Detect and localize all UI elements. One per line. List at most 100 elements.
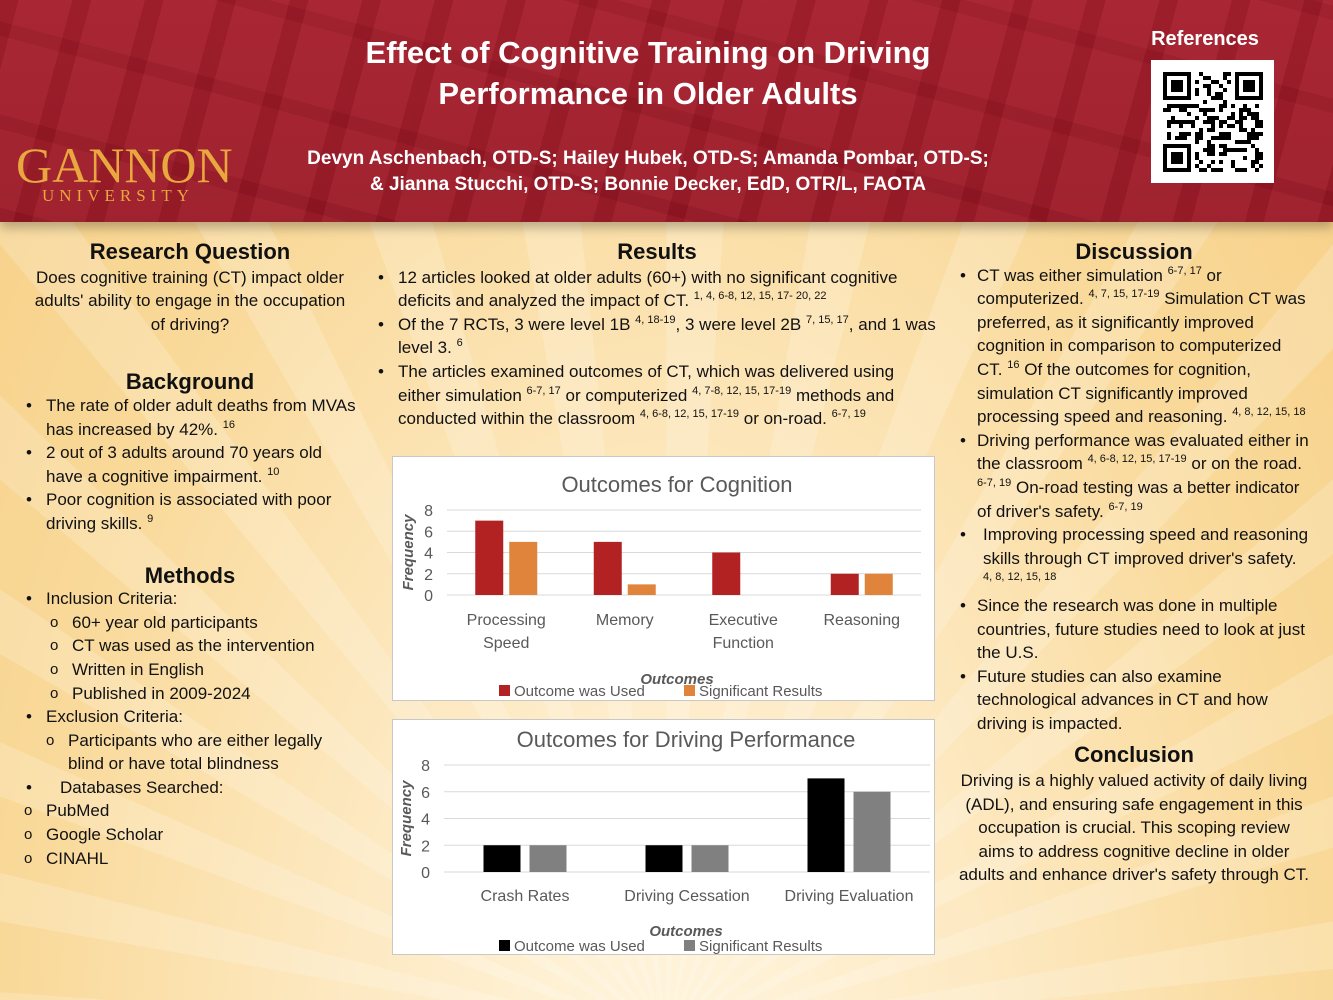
bar [593, 541, 622, 595]
results-list: 12 articles looked at older adults (60+)… [376, 266, 938, 431]
inclusion-item: Written in English [46, 658, 356, 682]
methods-list: Inclusion Criteria: 60+ year old partici… [24, 587, 356, 870]
research-question-text: Does cognitive training (CT) impact olde… [34, 267, 346, 334]
background-list: The rate of older adult deaths from MVAs… [24, 394, 356, 536]
y-tick-label: 0 [424, 588, 433, 605]
legend-swatch [684, 685, 695, 696]
databases-searched: Databases Searched: PubMed Google Schola… [24, 776, 356, 870]
x-category-label: Memory [596, 612, 654, 629]
discussion-list: CT was either simulation 6-7, 17 or comp… [958, 264, 1310, 736]
bar [509, 541, 538, 595]
y-axis-label: Frequency [400, 514, 417, 591]
bar [529, 845, 567, 872]
y-tick-label: 2 [424, 567, 433, 584]
results-item: Of the 7 RCTs, 3 were level 1B 4, 18-19,… [376, 313, 938, 360]
discussion-item: Improving processing speed and reasoning… [958, 523, 1310, 594]
inclusion-criteria: Inclusion Criteria: 60+ year old partici… [24, 587, 356, 705]
discussion-item: CT was either simulation 6-7, 17 or comp… [958, 264, 1310, 429]
legend-label: Significant Results [699, 938, 822, 954]
database-item: Google Scholar [20, 823, 356, 847]
discussion-item: Driving performance was evaluated either… [958, 429, 1310, 523]
database-item: CINAHL [20, 847, 356, 871]
legend-label: Outcome was Used [514, 683, 645, 700]
conclusion-text: Driving is a highly valued activity of d… [958, 771, 1310, 885]
y-tick-label: 6 [424, 524, 433, 541]
background-item: Poor cognition is associated with poor d… [24, 488, 356, 535]
bar [691, 845, 729, 872]
author-list: Devyn Aschenbach, OTD-S; Hailey Hubek, O… [260, 146, 1036, 198]
discussion-heading: Discussion [1075, 239, 1193, 264]
results-column: Results 12 articles looked at older adul… [376, 240, 938, 431]
x-axis-label: Outcomes [649, 923, 722, 940]
x-category-label: Crash Rates [481, 888, 570, 905]
bar [645, 845, 683, 872]
inclusion-item: 60+ year old participants [46, 611, 356, 635]
exclusion-list: Participants who are either legally blin… [22, 729, 356, 776]
inclusion-list: 60+ year old participants CT was used as… [22, 611, 356, 705]
bar [483, 845, 521, 872]
results-heading: Results [617, 239, 697, 264]
driving-chart-svg: Outcomes for Driving Performance 0 2 4 6 8 Fre… [398, 727, 930, 954]
title-line-2: Performance in Older Adults [438, 76, 858, 111]
y-tick-label: 6 [421, 785, 430, 802]
background-item: 2 out of 3 adults around 70 years old ha… [24, 441, 356, 488]
x-category-label: Function [713, 635, 774, 652]
research-question-heading: Research Question [89, 239, 291, 264]
legend-swatch [684, 940, 695, 951]
left-column: Research Question Does cognitive trainin… [24, 240, 356, 870]
x-category-label: Executive [709, 612, 778, 629]
x-category-label: Driving Evaluation [785, 888, 914, 905]
discussion-item: Since the research was done in multiple … [958, 594, 1310, 665]
conclusion-heading: Conclusion [1074, 742, 1194, 768]
bar [853, 791, 891, 872]
references-qr-code[interactable] [1151, 60, 1274, 183]
y-axis-label: Frequency [398, 780, 415, 857]
results-item: 12 articles looked at older adults (60+)… [376, 266, 938, 313]
chart-title: Outcomes for Driving Performance [517, 727, 856, 752]
legend-label: Significant Results [699, 683, 822, 700]
y-tick-label: 2 [421, 838, 430, 855]
inclusion-item: CT was used as the intervention [46, 634, 356, 658]
background-item: The rate of older adult deaths from MVAs… [24, 394, 356, 441]
cognition-chart-svg: Outcomes for Cognition 0 2 4 6 8 Frequency Proc… [400, 472, 921, 700]
university-logo: GANNON [16, 137, 233, 193]
background-heading: Background [125, 369, 255, 395]
references-label: References [1151, 28, 1259, 50]
poster-title: Effect of Cognitive Training on Driving … [330, 32, 966, 114]
university-logo-subtitle: UNIVERSITY [42, 186, 194, 205]
chart-title: Outcomes for Cognition [561, 472, 792, 497]
results-item: The articles examined outcomes of CT, wh… [376, 360, 938, 431]
methods-heading: Methods [144, 562, 236, 588]
databases-list: PubMed Google Scholar CINAHL [20, 799, 356, 870]
bar [627, 584, 656, 595]
cognition-chart: Outcomes for Cognition 0 2 4 6 8 Frequency Proc… [392, 456, 935, 701]
authors-line-2: & Jianna Stucchi, OTD-S; Bonnie Decker, … [369, 174, 926, 195]
y-tick-label: 4 [421, 812, 430, 829]
x-category-label: Processing [467, 612, 546, 629]
x-category-label: Driving Cessation [624, 888, 749, 905]
exclusion-criteria: Exclusion Criteria: Participants who are… [24, 705, 356, 776]
y-tick-label: 8 [421, 758, 430, 775]
discussion-item: Future studies can also examine technolo… [958, 665, 1310, 736]
poster-header: GANNON UNIVERSITY Effect of Cognitive Tr… [0, 0, 1333, 222]
legend-swatch [499, 685, 510, 696]
exclusion-item: Participants who are either legally blin… [42, 729, 356, 776]
driving-performance-chart: Outcomes for Driving Performance 0 2 4 6 8 Fre… [392, 719, 935, 955]
bar [830, 573, 859, 595]
x-category-label: Speed [483, 635, 529, 652]
legend-swatch [499, 940, 510, 951]
bar [475, 520, 504, 595]
bar [864, 573, 893, 595]
y-tick-label: 8 [424, 503, 433, 520]
y-tick-label: 4 [424, 546, 433, 563]
discussion-column: Discussion CT was either simulation 6-7,… [958, 240, 1310, 887]
authors-line-1: Devyn Aschenbach, OTD-S; Hailey Hubek, O… [307, 148, 989, 169]
legend-label: Outcome was Used [514, 938, 645, 954]
title-line-1: Effect of Cognitive Training on Driving [365, 35, 931, 70]
x-axis-label: Outcomes [640, 671, 713, 688]
bar [807, 778, 845, 872]
x-category-label: Reasoning [824, 612, 901, 629]
inclusion-item: Published in 2009-2024 [46, 682, 356, 706]
bar [712, 552, 741, 595]
y-tick-label: 0 [421, 865, 430, 882]
